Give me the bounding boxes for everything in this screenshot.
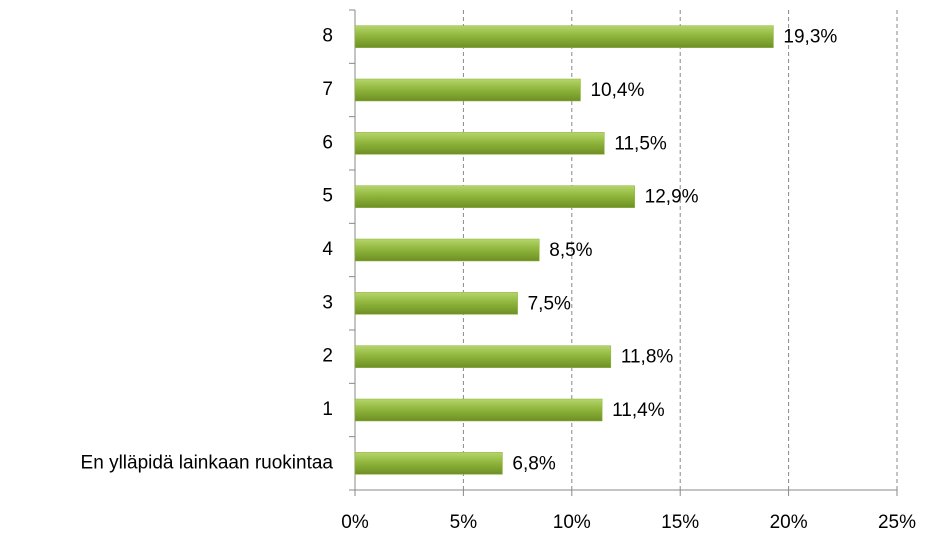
bar: [354, 452, 503, 475]
bar: [354, 132, 605, 155]
y-tick-label: 3: [322, 292, 333, 313]
y-tick-label: 6: [322, 132, 333, 153]
x-tick-label: 10%: [553, 512, 591, 533]
data-label: 8,5%: [549, 240, 592, 261]
bar: [354, 238, 540, 262]
y-tick-label: 8: [322, 26, 333, 47]
bar: [354, 185, 635, 208]
x-tick-label: 25%: [878, 512, 916, 533]
x-tick-label: 20%: [770, 512, 808, 533]
data-label: 7,5%: [528, 293, 571, 314]
x-tick-label: 0%: [341, 512, 369, 533]
data-label: 6,8%: [512, 453, 555, 474]
data-label: 19,3%: [783, 27, 837, 48]
data-label: 11,5%: [614, 133, 667, 154]
bar: [354, 345, 612, 368]
y-tick-label: En ylläpidä lainkaan ruokintaa: [81, 452, 334, 473]
x-tick-label: 15%: [661, 512, 699, 533]
data-label: 12,9%: [645, 187, 699, 208]
bar: [354, 78, 581, 102]
data-label: 11,8%: [621, 347, 674, 368]
data-label: 11,4%: [612, 400, 665, 421]
x-tick-label: 5%: [450, 512, 478, 533]
bar: [354, 292, 518, 315]
bar: [354, 398, 603, 422]
y-tick-label: 1: [322, 399, 333, 420]
y-tick-label: 4: [322, 239, 333, 260]
data-label: 10,4%: [590, 80, 644, 101]
y-tick-label: 7: [322, 79, 333, 100]
y-tick-label: 5: [322, 186, 333, 207]
y-tick-label: 2: [322, 346, 333, 367]
bar: [354, 25, 774, 48]
